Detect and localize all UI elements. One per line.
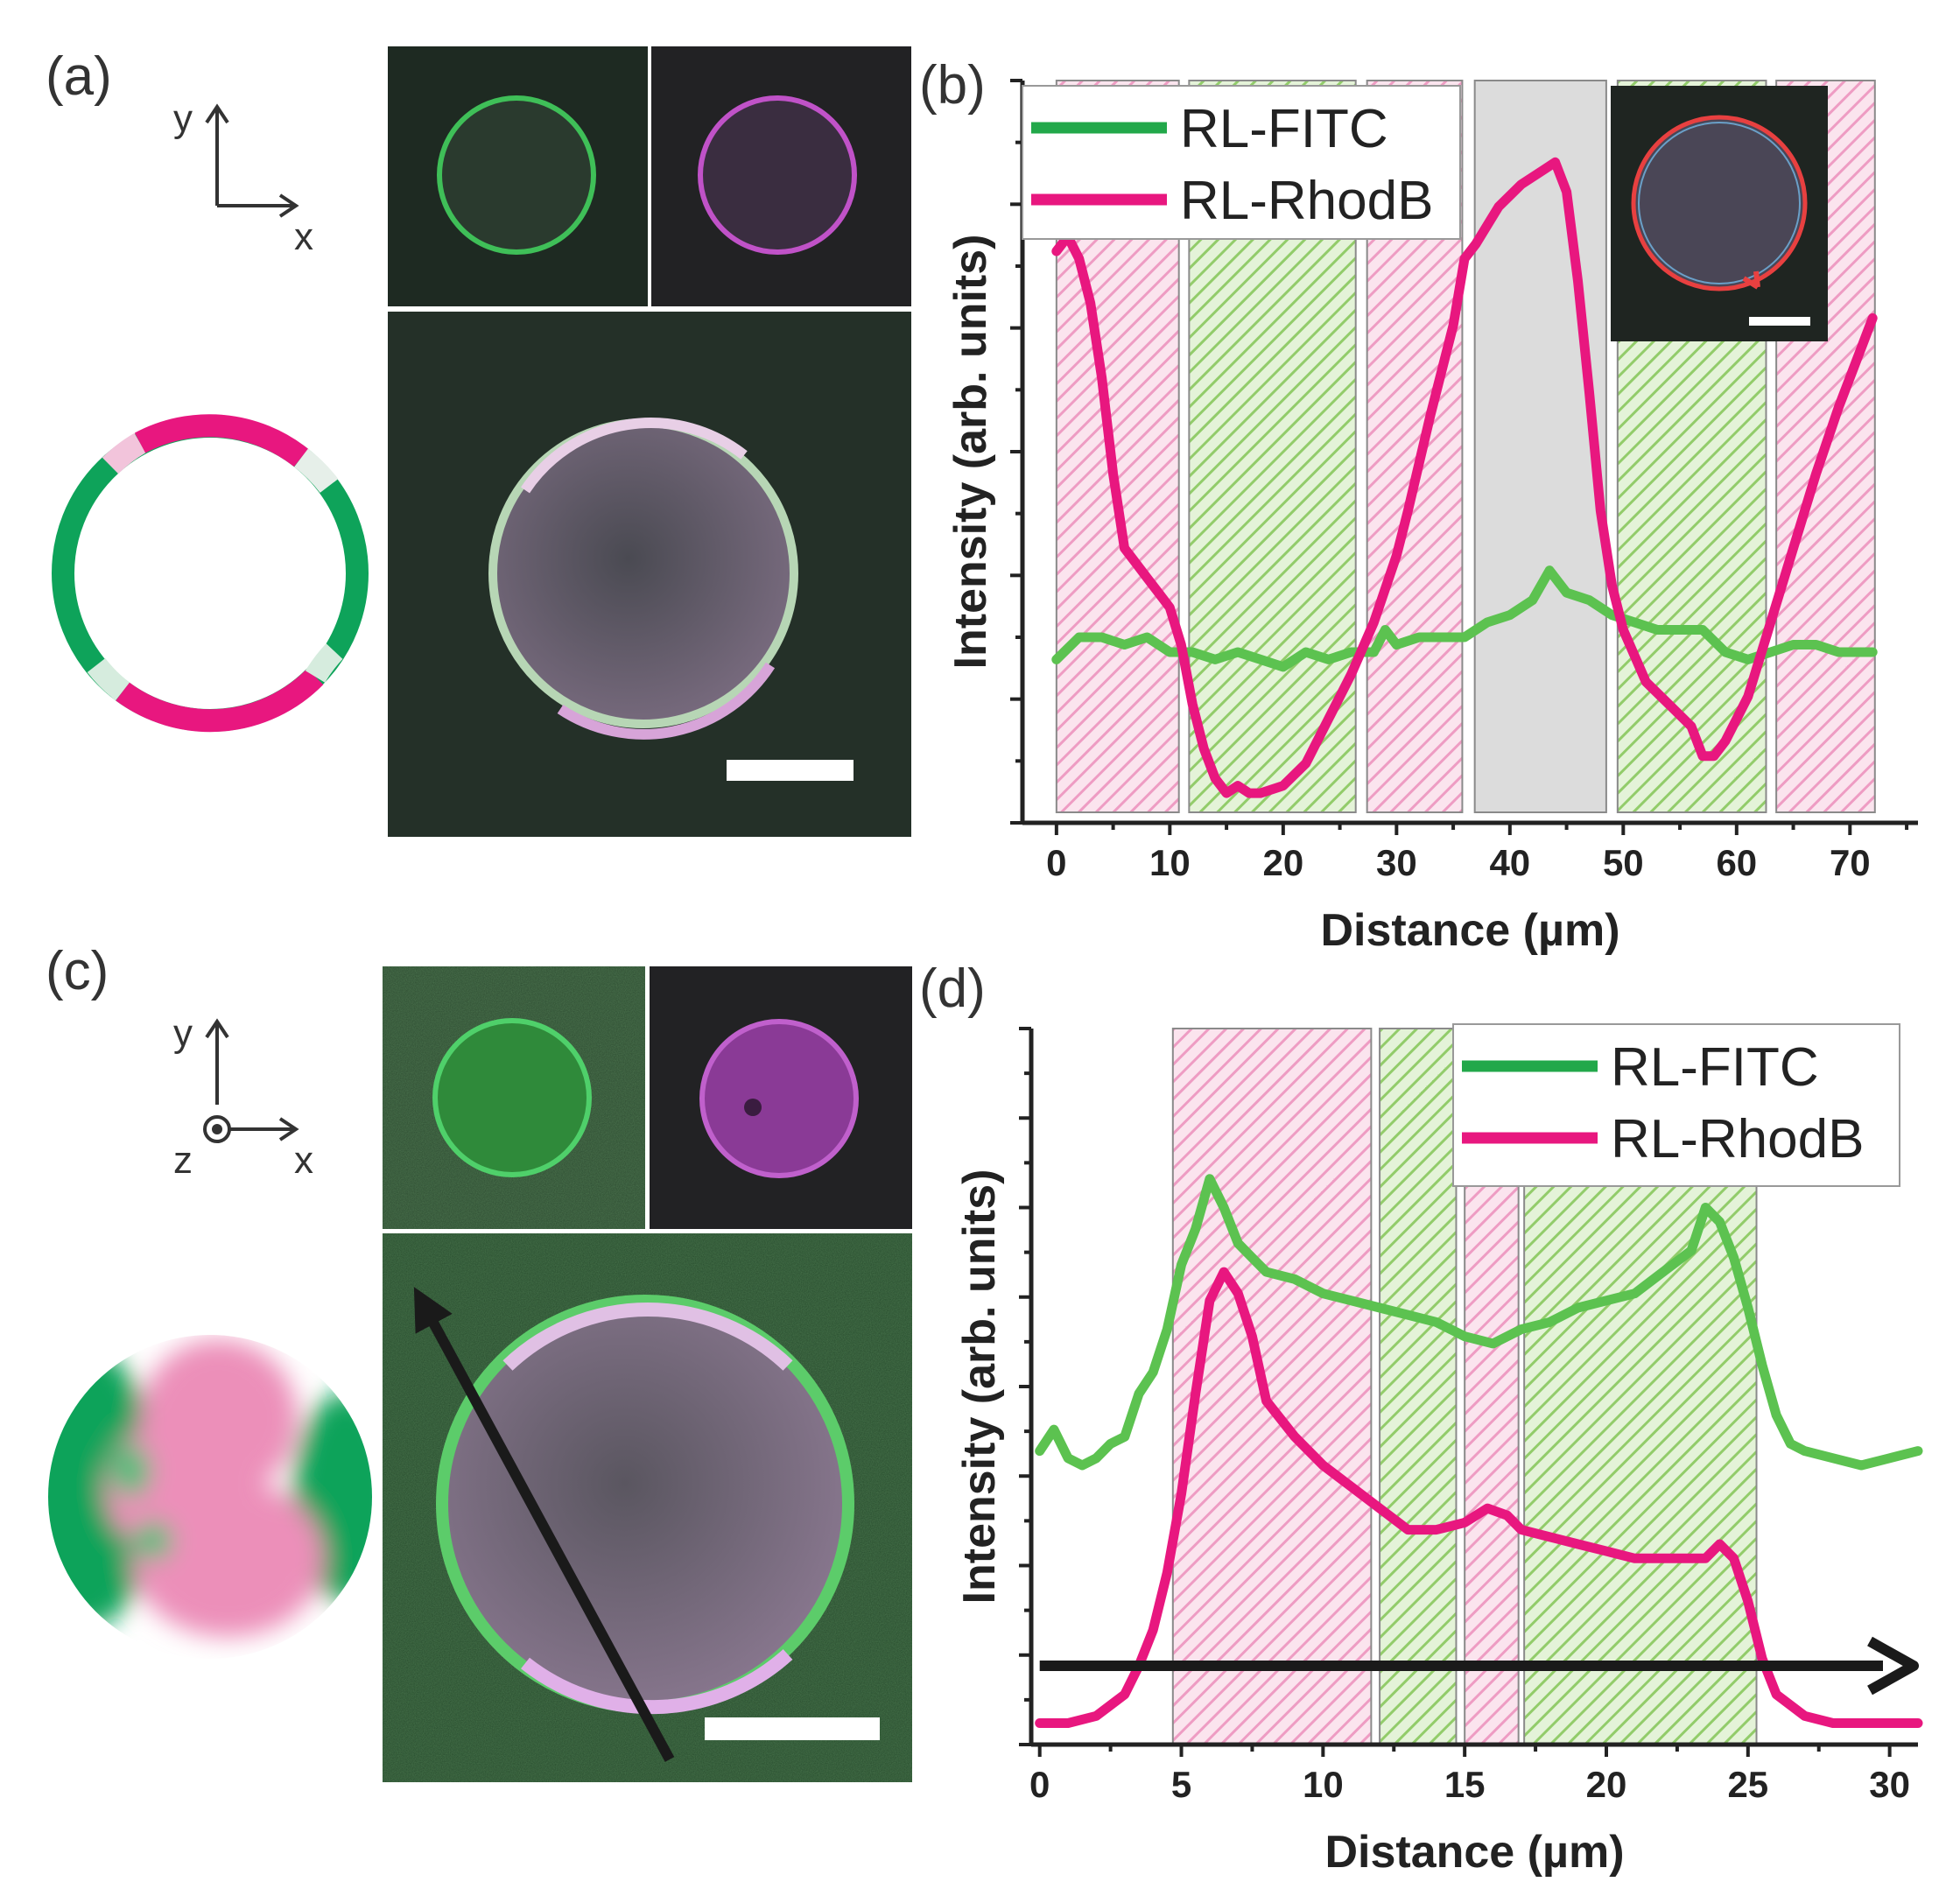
x-tick-label: 60: [1716, 842, 1757, 883]
scale-bar-a: [727, 760, 854, 781]
micrograph-a-fitc: [388, 46, 648, 306]
inset-image-b: [1611, 86, 1828, 341]
axis-y-label-a: y: [173, 97, 193, 140]
micrograph-c-merged: [383, 1233, 912, 1782]
series-line-rl-rhodb: [1051, 157, 1878, 798]
micrograph-a-rhodb: [651, 46, 911, 306]
x-tick-label: 70: [1830, 842, 1871, 883]
x-tick-label: 0: [1046, 842, 1066, 883]
legend-label-rl-fitc: RL-FITC: [1180, 99, 1388, 159]
series-line-rl-rhodb: [1035, 1267, 1923, 1728]
axis-x-label-a: x: [294, 215, 313, 258]
panel-label-a: (a): [46, 46, 112, 107]
axis-y-label-c: y: [173, 1012, 193, 1055]
x-tick-label: 5: [1171, 1764, 1191, 1805]
band-green-1: [1379, 1028, 1458, 1745]
y-axis-label: Intensity (arb. units): [945, 235, 996, 670]
x-axis-label: Distance (µm): [1324, 1827, 1624, 1878]
x-tick-label: 15: [1444, 1764, 1486, 1805]
arrow-head-icon: [1867, 1636, 1919, 1696]
x-tick-label: 10: [1303, 1764, 1344, 1805]
x-tick-label: 30: [1869, 1764, 1910, 1805]
panel-label-c: (c): [46, 941, 109, 1001]
series-line-rl-fitc: [1035, 1174, 1923, 1471]
micrograph-c-rhodb: [650, 966, 912, 1229]
legend: RL-FITC RL-RhodB: [1022, 85, 1461, 240]
y-axis-label: Intensity (arb. units): [954, 1169, 1005, 1605]
micrograph-a-merged: [388, 312, 911, 837]
domain-blob-cartoon: [48, 1335, 372, 1659]
x-axis-label: Distance (µm): [1320, 905, 1619, 956]
legend-box: [1452, 1023, 1900, 1187]
x-tick-label: 30: [1376, 842, 1417, 883]
axes-glyph-a: [205, 103, 299, 218]
x-tick-label: 25: [1727, 1764, 1768, 1805]
axis-x-label-c: x: [294, 1139, 313, 1182]
legend-label-rl-rhodb: RL-RhodB: [1611, 1109, 1864, 1169]
vesicle-ring-cartoon: [52, 414, 369, 733]
legend-label-rl-rhodb: RL-RhodB: [1180, 171, 1433, 231]
chart-b: 0 10 20 30 40 50 60 70 Distance (µm) Intensity (a…: [945, 79, 1918, 956]
axes-glyph-c: [203, 1018, 299, 1143]
z-axis-dot-icon: [212, 1124, 222, 1134]
x-tick-label: 50: [1603, 842, 1644, 883]
legend-label-rl-fitc: RL-FITC: [1611, 1037, 1819, 1098]
x-tick-label: 40: [1489, 842, 1530, 883]
scale-bar-c: [705, 1717, 880, 1740]
chart-d: 0 5 10 15 20 25 30 Distance (µm) Intensity (arb.…: [954, 1023, 1923, 1878]
x-tick-label: 20: [1262, 842, 1303, 883]
axis-z-label-c: z: [173, 1139, 193, 1182]
x-tick-label: 0: [1029, 1764, 1050, 1805]
band-gray-3: [1473, 80, 1607, 813]
legend-box: [1022, 85, 1461, 240]
micrograph-c-fitc: [383, 966, 645, 1229]
x-tick-label: 10: [1149, 842, 1191, 883]
panel-label-b: (b): [919, 55, 986, 116]
scale-bar-inset: [1749, 317, 1810, 326]
line-profile-arrow: [413, 1287, 675, 1762]
band-pink-0: [1171, 1028, 1373, 1745]
panel-label-d: (d): [919, 959, 986, 1019]
x-tick-label: 20: [1586, 1764, 1627, 1805]
legend: RL-FITC RL-RhodB: [1452, 1023, 1900, 1187]
series-line-rl-fitc: [1051, 565, 1878, 672]
